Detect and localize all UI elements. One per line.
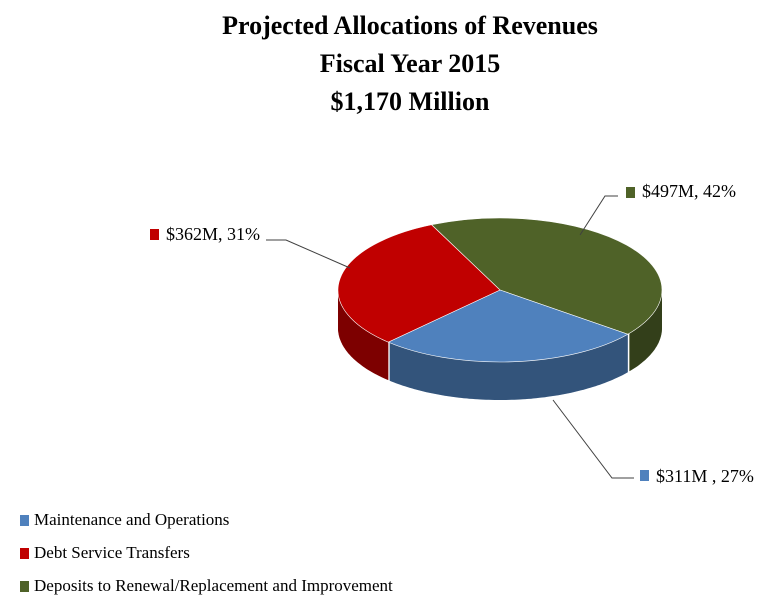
chart-subtitle: $1,170 Million	[331, 87, 490, 116]
pie-slice	[387, 289, 629, 363]
leader-line	[579, 195, 618, 236]
pie-side-shade	[338, 290, 389, 381]
legend-label: Debt Service Transfers	[34, 543, 190, 562]
leader-line	[266, 239, 351, 269]
label-swatch	[626, 187, 635, 198]
data-label: $311M , 27%	[656, 466, 754, 486]
pie-side	[389, 334, 628, 400]
chart-title: Projected Allocations of Revenues	[222, 11, 598, 40]
pie-slice	[337, 224, 501, 343]
pie-side	[629, 290, 662, 372]
legend-swatch	[20, 581, 29, 592]
legend-label: Deposits to Renewal/Replacement and Impr…	[34, 576, 393, 595]
pie-side	[338, 290, 389, 381]
label-swatch	[150, 229, 159, 240]
pie-slice	[430, 217, 663, 335]
pie-side-shade	[629, 290, 662, 372]
label-swatch	[640, 470, 649, 481]
legend-swatch	[20, 548, 29, 559]
chart-subtitle: Fiscal Year 2015	[320, 49, 501, 78]
pie-side-shade	[389, 334, 628, 400]
legend-swatch	[20, 515, 29, 526]
data-label: $362M, 31%	[166, 224, 260, 244]
data-label: $497M, 42%	[642, 181, 736, 201]
leader-line	[552, 399, 634, 479]
legend-label: Maintenance and Operations	[34, 510, 229, 529]
